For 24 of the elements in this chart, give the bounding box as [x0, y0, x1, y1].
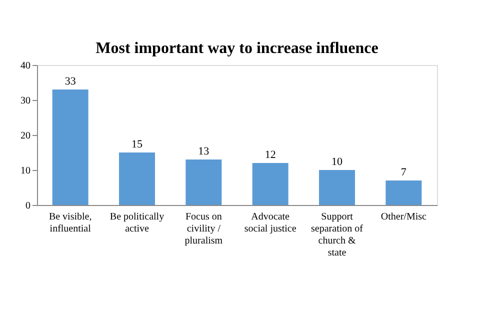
data-label: 7 [400, 166, 407, 178]
y-tick-label: 10 [20, 166, 30, 176]
chart-title: Most important way to increase influence [96, 40, 378, 57]
x-tick-label: Other/Misc [380, 212, 427, 222]
data-label: 33 [64, 76, 76, 88]
y-tick-label: 0 [26, 200, 30, 212]
x-tick-label: Focus on civility / pluralism [184, 212, 223, 246]
bar [386, 180, 422, 205]
data-label: 15 [132, 138, 143, 150]
x-tick-label: Advocate social justice [244, 212, 297, 234]
x-tick-label: Support separation of church & state [311, 212, 364, 258]
x-tick-label: Be politically active [110, 212, 164, 234]
bar [119, 152, 155, 205]
data-label: 12 [264, 149, 276, 161]
bar [52, 90, 88, 205]
bar [186, 160, 222, 205]
y-tick-label: 30 [20, 96, 30, 106]
y-tick-label: 40 [20, 60, 30, 72]
data-label: 13 [198, 146, 210, 158]
x-tick-label: Be visible, influential [48, 212, 92, 234]
bar [252, 163, 288, 205]
data-label: 10 [332, 156, 343, 168]
bar [319, 170, 355, 205]
y-tick-label: 20 [20, 130, 30, 142]
